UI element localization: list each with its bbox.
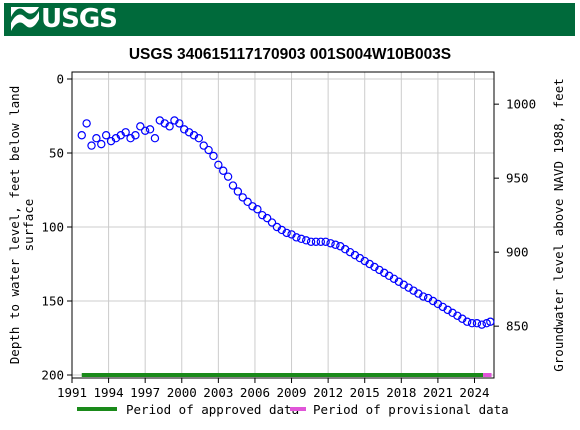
usgs-banner: USGS bbox=[4, 3, 575, 36]
x-tick-label: 2000 bbox=[167, 385, 197, 400]
data-point bbox=[101, 131, 111, 140]
data-point bbox=[150, 133, 160, 143]
data-point bbox=[121, 128, 130, 137]
data-point bbox=[223, 172, 233, 181]
legend-label-provisional: Period of provisional data bbox=[313, 402, 509, 417]
data-point bbox=[316, 237, 326, 246]
right-axis-label: Groundwater level above NAVD 1988, feet bbox=[551, 78, 566, 372]
left-tick-label: 150 bbox=[41, 294, 64, 309]
data-point bbox=[145, 125, 155, 134]
data-point bbox=[194, 133, 204, 143]
data-point bbox=[467, 319, 477, 328]
left-tick-label: 100 bbox=[41, 220, 64, 235]
right-axis: 850 900 950 1000 bbox=[494, 97, 536, 334]
data-point bbox=[214, 160, 223, 170]
data-point bbox=[253, 205, 262, 214]
data-point bbox=[92, 133, 101, 143]
x-tick-label: 1991 bbox=[57, 385, 87, 400]
data-point bbox=[419, 292, 428, 301]
data-point bbox=[209, 151, 218, 161]
left-axis: 0 50 100 150 200 bbox=[41, 72, 72, 383]
data-point bbox=[486, 317, 495, 326]
x-tick-label: 1994 bbox=[94, 385, 124, 400]
usgs-logo-text: USGS bbox=[41, 4, 118, 34]
x-tick-label: 2006 bbox=[240, 385, 270, 400]
plot-area bbox=[71, 71, 495, 379]
x-tick-label: 2003 bbox=[203, 385, 233, 400]
grid-lines bbox=[71, 72, 494, 378]
data-point bbox=[292, 233, 301, 242]
data-point bbox=[228, 181, 238, 190]
data-point bbox=[267, 218, 277, 227]
data-point bbox=[282, 228, 291, 238]
x-tick-label: 2021 bbox=[423, 385, 453, 400]
data-point bbox=[472, 319, 482, 328]
legend-label-approved: Period of approved data bbox=[126, 402, 299, 417]
data-point bbox=[97, 139, 106, 149]
data-point bbox=[87, 141, 96, 150]
data-point bbox=[82, 119, 91, 128]
chart-title: USGS 340615117170903 001S004W10B003S bbox=[129, 46, 451, 63]
data-point bbox=[477, 320, 487, 329]
x-axis: 1991 1994 1997 2000 2003 2006 2009 2012 2015 2018… bbox=[57, 378, 490, 400]
data-point bbox=[165, 122, 174, 131]
left-tick-label: 0 bbox=[56, 72, 64, 87]
legend: Period of approved data Period of provis… bbox=[77, 402, 509, 417]
left-axis-label-line1: Depth to water level, feet below land bbox=[7, 86, 22, 364]
data-point bbox=[482, 319, 491, 328]
data-point bbox=[199, 141, 208, 150]
data-point bbox=[306, 237, 316, 246]
data-point bbox=[233, 187, 243, 196]
right-tick-label: 900 bbox=[506, 245, 529, 260]
usgs-logo[interactable]: USGS bbox=[10, 4, 118, 34]
data-point bbox=[311, 237, 321, 246]
x-tick-label: 2012 bbox=[313, 385, 343, 400]
data-point bbox=[77, 131, 86, 140]
data-point bbox=[262, 213, 272, 223]
data-point bbox=[204, 145, 213, 155]
data-point bbox=[326, 239, 335, 248]
data-point bbox=[140, 126, 150, 136]
data-point bbox=[462, 317, 472, 326]
x-tick-label: 2024 bbox=[459, 385, 489, 400]
data-point bbox=[175, 119, 184, 128]
data-point bbox=[321, 237, 330, 246]
x-tick-label: 2018 bbox=[386, 385, 416, 400]
left-tick-label: 50 bbox=[49, 146, 64, 161]
data-point bbox=[136, 122, 145, 131]
x-tick-label: 1997 bbox=[130, 385, 160, 400]
data-points bbox=[77, 116, 495, 329]
x-tick-label: 2009 bbox=[276, 385, 306, 400]
data-point bbox=[219, 166, 228, 175]
data-point bbox=[243, 197, 252, 207]
left-tick-label: 200 bbox=[41, 368, 64, 383]
right-tick-label: 850 bbox=[506, 319, 529, 334]
data-point bbox=[331, 240, 340, 249]
right-tick-label: 950 bbox=[506, 171, 529, 186]
right-tick-label: 1000 bbox=[506, 97, 536, 112]
data-point bbox=[301, 236, 311, 245]
data-point bbox=[131, 131, 140, 140]
data-point bbox=[297, 234, 306, 244]
x-tick-label: 2015 bbox=[350, 385, 380, 400]
left-axis-label-line2: surface bbox=[21, 199, 36, 252]
data-point bbox=[238, 193, 247, 202]
usgs-wave-icon bbox=[11, 6, 39, 31]
